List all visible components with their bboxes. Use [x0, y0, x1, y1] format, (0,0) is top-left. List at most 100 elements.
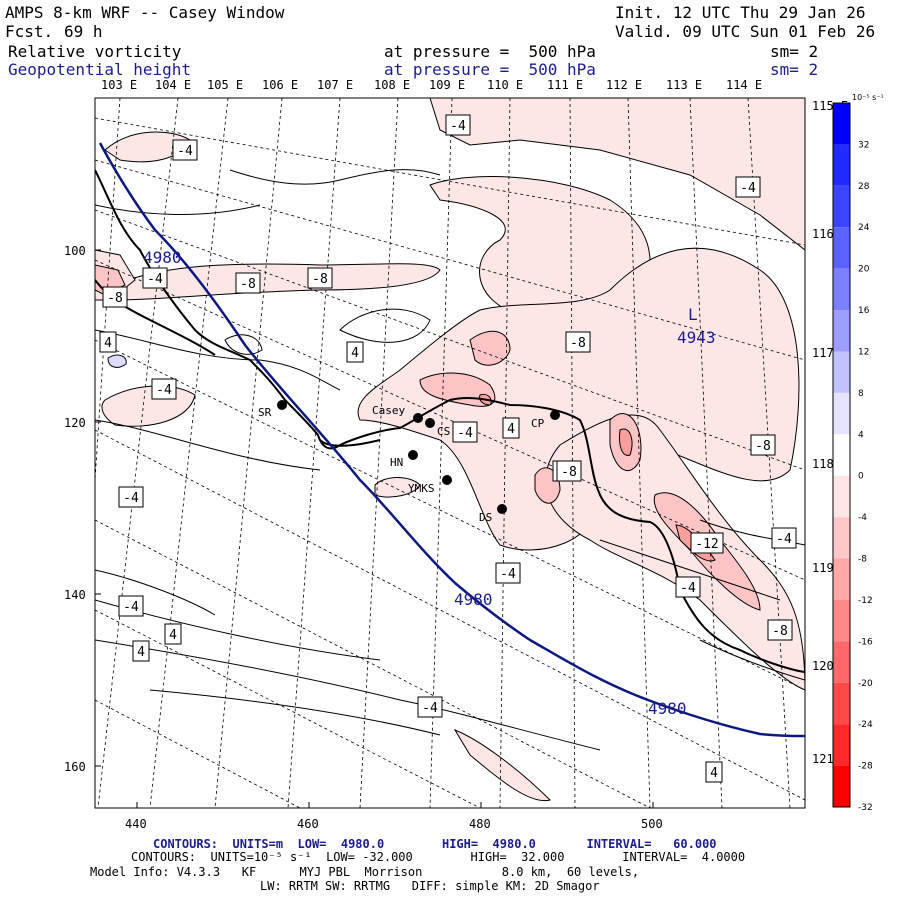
colorbar-units: 10⁻⁵ s⁻¹: [852, 93, 884, 102]
footer-model-info: Model Info: V4.3.3 KF MYJ PBL Morrison 8…: [90, 865, 640, 879]
colorbar-swatch: [833, 310, 850, 352]
vorticity-label-box: [495, 562, 521, 584]
vorticity-label-box: [735, 176, 761, 198]
vorticity-label-box: [452, 421, 478, 443]
station-marker: [442, 475, 452, 485]
colorbar-swatch: [833, 558, 850, 600]
colorbar-swatch: [833, 434, 850, 476]
colorbar-swatch: [833, 185, 850, 228]
vorticity-label-box: [565, 331, 591, 353]
vorticity-label-box: [235, 272, 261, 294]
vorticity-label-box: [142, 267, 168, 289]
vorticity-label: -4: [740, 181, 756, 196]
vorticity-label: -4: [123, 600, 139, 615]
colorbar-swatch: [833, 227, 850, 269]
vorticity-label-box: [118, 595, 144, 617]
colorbar-tick-label: -24: [858, 720, 873, 730]
colorbar: 32 28 24 20 16 12 8 4 0 -4 -8 -12 -16 -20 -24 -28 -32: [832, 102, 873, 813]
height-label: 4980: [648, 699, 687, 718]
vorticity-label: -8: [570, 336, 586, 351]
vorticity-label-box: [118, 486, 144, 508]
vorticity-label-box: [556, 460, 582, 482]
vorticity-label: -4: [500, 567, 516, 582]
contour-line: [339, 308, 431, 343]
lon-label: 108 E: [374, 78, 411, 92]
vorticity-label-box: [151, 378, 177, 400]
vorticity-label-box: [99, 331, 117, 353]
vorticity-label-box: [417, 696, 443, 718]
colorbar-frame: [832, 102, 851, 808]
lon-label: 113 E: [666, 78, 703, 92]
lon-label: 112 E: [606, 78, 643, 92]
vorticity-label: -4: [156, 383, 172, 398]
vorticity-label: -4: [680, 581, 696, 596]
vorticity-label-box: [771, 527, 797, 549]
x-tick-label: 480: [469, 817, 491, 831]
colorbar-tick-label: -12: [858, 596, 873, 606]
height-label: 4980: [143, 248, 182, 267]
colorbar-swatch: [833, 641, 850, 683]
colorbar-swatch: [833, 103, 850, 145]
vorticity-label-box: [675, 576, 701, 598]
lon-label: 104 E: [155, 78, 192, 92]
low-letter: L: [688, 305, 698, 324]
colorbar-swatch: [833, 475, 850, 518]
colorbar-swatch: [833, 682, 850, 725]
vorticity-label-box: [705, 761, 723, 783]
station-label: HN: [390, 456, 403, 469]
vorticity-label-box: [502, 417, 520, 439]
coastline: [319, 439, 381, 447]
field1-sm: sm= 2: [770, 42, 819, 61]
vorticity-region: [469, 330, 511, 366]
vorticity-label-box: [172, 139, 198, 161]
lon-label: 106 E: [262, 78, 299, 92]
vorticity-label: 4: [351, 346, 359, 361]
x-tick-label: 440: [125, 817, 147, 831]
lon-label: 105 E: [207, 78, 244, 92]
colorbar-swatch: [833, 724, 850, 766]
map-title: AMPS 8-km WRF -- Casey Window: [5, 3, 285, 22]
station-label: CP: [531, 417, 545, 430]
lon-label: 109 E: [429, 78, 466, 92]
lon-label: 110 E: [487, 78, 524, 92]
vorticity-label-box: [132, 640, 150, 662]
contour-line: [699, 519, 805, 546]
vorticity-region: [429, 98, 805, 251]
station-marker: [497, 504, 507, 514]
field1-name: Relative vorticity: [8, 42, 182, 61]
vorticity-label: -8: [240, 277, 256, 292]
vorticity-label-box: [102, 286, 128, 308]
colorbar-tick-label: -16: [858, 637, 873, 647]
y-tick-label: 140: [64, 588, 86, 602]
vorticity-label: 4: [710, 766, 718, 781]
plot-frame: [94, 97, 806, 809]
vorticity-label: -8: [755, 439, 771, 454]
vorticity-label: -4: [147, 272, 163, 287]
vorticity-label: -8: [561, 465, 577, 480]
vorticity-label: -4: [422, 701, 438, 716]
colorbar-tick-label: -20: [858, 679, 873, 689]
colorbar-tick-label: 8: [858, 389, 864, 399]
vorticity-label-group: -4-4-4-4-8-8-8-4-4-8-4-844-44-8-8-12-4-8…: [99, 114, 797, 783]
colorbar-tick-label: 28: [858, 182, 870, 192]
colorbar-swatch: [833, 517, 850, 559]
x-tick-label: 500: [641, 817, 663, 831]
height-label: 4980: [454, 590, 493, 609]
colorbar-swatch: [833, 351, 850, 393]
colorbar-tick-label: -8: [858, 555, 867, 565]
contour-line: [95, 569, 216, 616]
field2-level: at pressure = 500 hPa: [384, 60, 596, 79]
field2-name: Geopotential height: [8, 60, 192, 79]
vorticity-label-box: [750, 434, 776, 456]
vorticity-region: [114, 263, 441, 301]
vorticity-region: [619, 428, 633, 456]
colorbar-tick-label: -4: [858, 513, 867, 523]
vorticity-label: -4: [123, 491, 139, 506]
station-marker: [408, 450, 418, 460]
field2-sm: sm= 2: [770, 60, 819, 79]
station-label: DS: [479, 511, 492, 524]
vorticity-label: 4: [137, 645, 145, 660]
footer-vorticity-contours: CONTOURS: UNITS=10⁻⁵ s⁻¹ LOW= -32.000 HI…: [131, 850, 746, 864]
vorticity-region: [453, 728, 551, 802]
x-tick-label: 460: [297, 817, 319, 831]
